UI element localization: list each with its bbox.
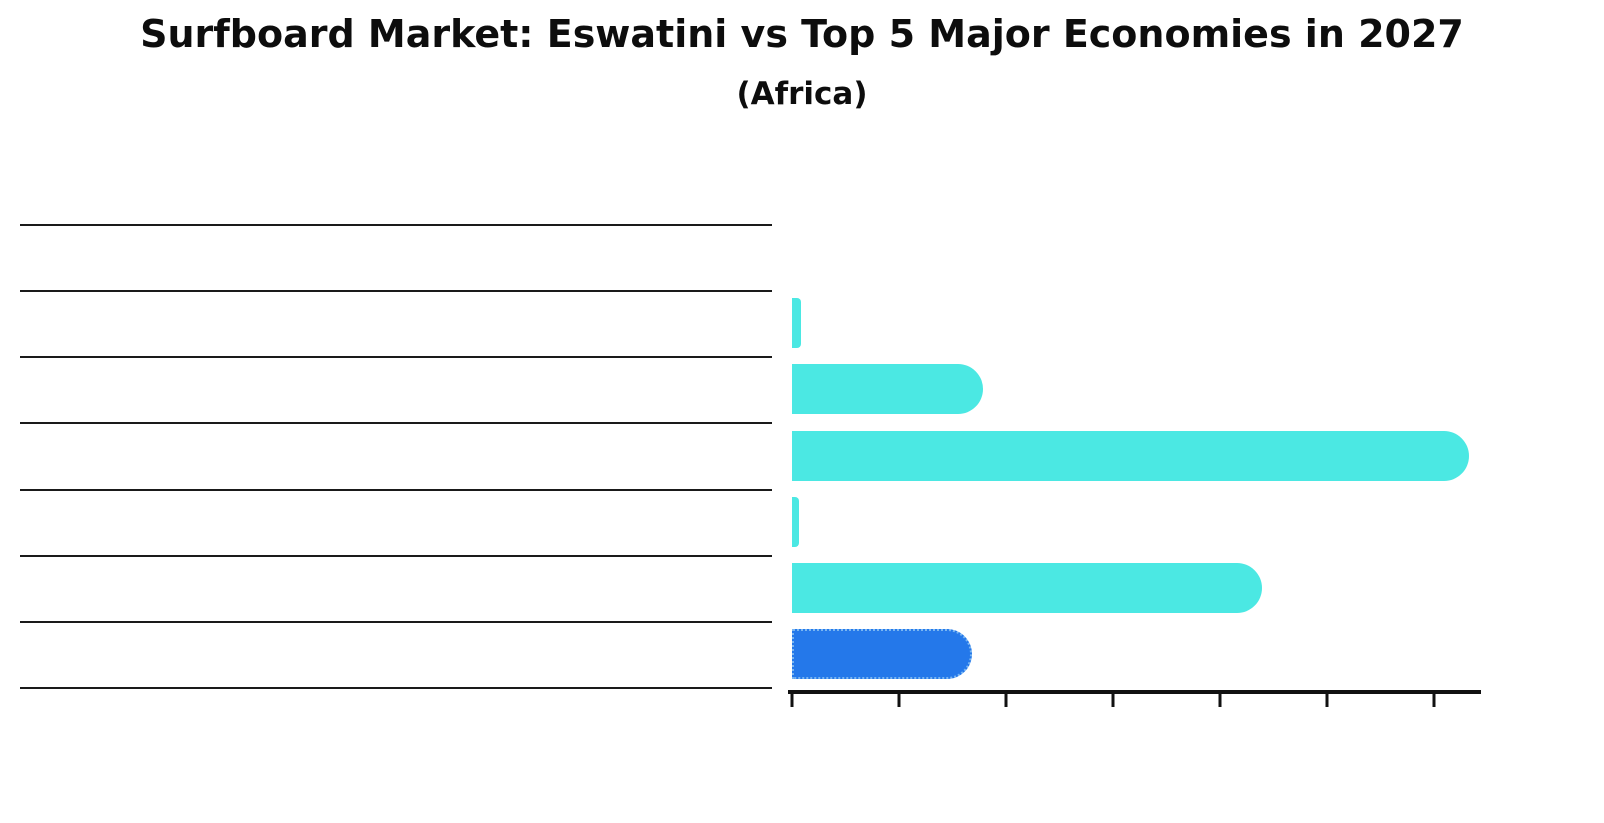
table-row-rule [20, 621, 772, 623]
x-axis-tick-4 [1004, 694, 1008, 707]
x-axis-tick-10 [1325, 694, 1329, 707]
bar-algeria [792, 497, 799, 547]
x-axis-tick-12 [1432, 694, 1436, 707]
x-axis-tick-8 [1218, 694, 1222, 707]
table-bottom-rule [20, 687, 772, 689]
x-axis-tick-2 [897, 694, 901, 707]
x-axis-tick-0 [790, 694, 794, 707]
table-row-rule [20, 555, 772, 557]
chart-subtitle: (Africa) [736, 76, 868, 112]
bar-nigeria [792, 563, 1262, 613]
table-top-rule [20, 224, 772, 226]
table-row-rule [20, 422, 772, 424]
x-axis-tick-6 [1111, 694, 1115, 707]
bar-egypt [792, 298, 802, 348]
bar-eswatini [792, 629, 972, 679]
table-row-rule [20, 489, 772, 491]
table-row-rule [20, 290, 772, 292]
table-row-rule [20, 356, 772, 358]
x-axis-line [788, 690, 1481, 694]
bar-south-africa [792, 364, 983, 414]
chart-title: Surfboard Market: Eswatini vs Top 5 Majo… [140, 12, 1464, 56]
bar-ethiopia [792, 430, 1469, 481]
